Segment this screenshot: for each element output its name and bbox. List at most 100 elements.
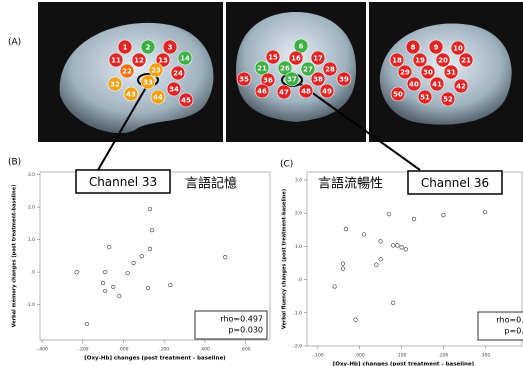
point [140, 254, 144, 258]
chart-title: 言語流暢性 [318, 176, 383, 192]
y-tick-label: -1.0 [26, 302, 35, 308]
panel-label: (A) [8, 38, 21, 48]
callout-label: Channel 36 [421, 176, 489, 190]
point [396, 244, 400, 248]
y-tick-label: 1.0 [28, 237, 35, 243]
channel-label: 52 [443, 96, 453, 104]
point [341, 262, 345, 266]
point [375, 263, 379, 267]
point [404, 248, 408, 252]
x-tick-label: .100 [397, 353, 407, 359]
point [344, 227, 348, 231]
channel-label: 31 [446, 69, 456, 77]
channel-label: 9 [434, 44, 439, 52]
channel-label: 44 [153, 94, 163, 102]
x-tick-label: .000 [355, 353, 365, 359]
point [362, 233, 366, 237]
x-tick-label: .000 [118, 347, 128, 353]
channel-label: 6 [299, 43, 304, 51]
point [483, 210, 487, 214]
channel-label: 29 [400, 69, 410, 77]
stats-text: rho=0.497 [220, 315, 263, 324]
point [400, 246, 404, 250]
x-tick-label: .200 [159, 347, 169, 353]
channel-label: 13 [158, 57, 168, 65]
point [107, 245, 111, 249]
point [391, 301, 395, 305]
panel-label: (B) [8, 158, 21, 168]
callout-label: Channel 33 [89, 175, 157, 189]
figure: (A) (B) (C) 1231112131422232432333443444… [0, 0, 523, 366]
channel-label: 12 [134, 57, 144, 65]
y-tick-label: .0 [298, 277, 302, 283]
channel-label: 33 [143, 79, 153, 87]
x-axis-label: [Oxy-Hb] changes (post treatment - basel… [84, 356, 226, 362]
point [148, 207, 152, 211]
point [126, 271, 130, 275]
y-tick-label: 3.0 [28, 172, 35, 178]
channel-label: 24 [173, 70, 183, 78]
channel-label: 49 [322, 88, 332, 96]
point [103, 289, 107, 293]
point [341, 267, 345, 271]
y-tick-label: 1.0 [295, 244, 302, 250]
point [412, 217, 416, 221]
point [379, 258, 383, 262]
channel-label: 22 [122, 68, 132, 76]
x-tick-label: .400 [200, 347, 210, 353]
point [146, 286, 150, 290]
channel-label: 27 [303, 66, 313, 74]
channel-label: 50 [393, 91, 403, 99]
channel-label: 23 [151, 67, 161, 75]
x-axis-label: [Oxy-Hb] changes (post treatment - basel… [333, 362, 475, 366]
point [148, 247, 152, 251]
x-tick-label: -.200 [77, 347, 89, 353]
channel-label: 46 [257, 88, 267, 96]
x-tick-label: .600 [241, 347, 251, 353]
y-tick-label: 2.0 [295, 211, 302, 217]
point [379, 240, 383, 244]
channel-label: 10 [453, 45, 463, 53]
channel-label: 40 [409, 81, 419, 89]
y-tick-label: -1.0 [293, 310, 302, 316]
channel-label: 51 [420, 94, 430, 102]
panel-label: (C) [280, 160, 293, 170]
point [354, 318, 358, 322]
point [223, 255, 227, 259]
y-tick-label: .0 [31, 270, 35, 276]
x-tick-label: -.100 [312, 353, 324, 359]
channel-label: 21 [257, 65, 267, 73]
channel-label: 17 [313, 55, 323, 63]
channel-label: 15 [268, 54, 278, 62]
channel-label: 16 [291, 55, 301, 63]
channel-label: 35 [239, 76, 249, 84]
channel-label: 1 [123, 44, 128, 52]
channel-label: 28 [325, 66, 335, 74]
stats-text: p=0.030 [228, 326, 263, 335]
x-tick-label: -.400 [36, 347, 48, 353]
point [118, 294, 122, 298]
point [103, 270, 107, 274]
x-tick-label: .300 [480, 353, 490, 359]
x-tick-label: .200 [438, 353, 448, 359]
y-axis-label: Verbal fluency changes (post treatment-b… [282, 189, 288, 329]
channel-label: 37 [287, 76, 297, 84]
stats-text: p=0.01 [504, 327, 523, 336]
y-axis-label: Verbal memory changes (post treatment-ba… [12, 185, 18, 328]
channel-label: 14 [180, 55, 190, 63]
point [132, 261, 136, 265]
channel-label: 18 [392, 57, 402, 65]
stats-text: rho=0.56 [496, 316, 523, 325]
point [387, 212, 391, 216]
channel-label: 21 [461, 57, 471, 65]
channel-label: 36 [263, 77, 273, 85]
channel-label: 43 [126, 91, 136, 99]
point [442, 213, 446, 217]
point [168, 283, 172, 287]
channel-label: 41 [432, 81, 442, 89]
channel-label: 8 [411, 44, 416, 52]
channel-label: 48 [301, 88, 311, 96]
channel-label: 2 [146, 44, 151, 52]
channel-label: 38 [313, 76, 323, 84]
channel-label: 32 [110, 81, 120, 89]
